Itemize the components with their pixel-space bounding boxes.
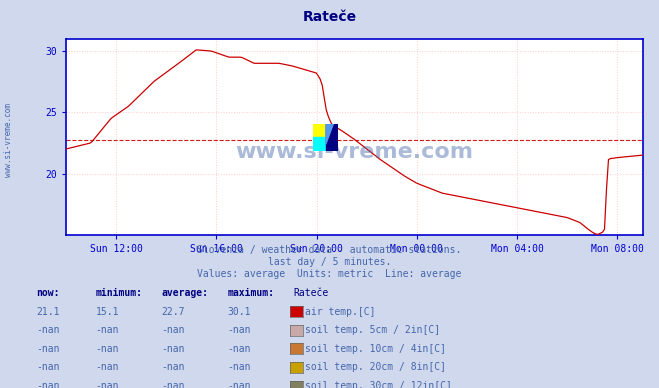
Text: -nan: -nan [36, 362, 60, 372]
Text: -nan: -nan [161, 381, 185, 388]
Text: now:: now: [36, 288, 60, 298]
Text: -nan: -nan [96, 362, 119, 372]
Text: -nan: -nan [96, 325, 119, 335]
Text: -nan: -nan [227, 381, 251, 388]
Text: -nan: -nan [36, 381, 60, 388]
Text: average:: average: [161, 288, 208, 298]
Text: 22.7: 22.7 [161, 307, 185, 317]
Text: soil temp. 5cm / 2in[C]: soil temp. 5cm / 2in[C] [305, 325, 440, 335]
Text: Values: average  Units: metric  Line: average: Values: average Units: metric Line: aver… [197, 268, 462, 279]
Text: last day / 5 minutes.: last day / 5 minutes. [268, 257, 391, 267]
Text: -nan: -nan [227, 325, 251, 335]
Text: www.si-vreme.com: www.si-vreme.com [4, 103, 13, 177]
Text: 15.1: 15.1 [96, 307, 119, 317]
Text: Rateče: Rateče [293, 288, 328, 298]
Text: Slovenia / weather data - automatic stations.: Slovenia / weather data - automatic stat… [197, 245, 462, 255]
Text: -nan: -nan [161, 344, 185, 354]
Text: air temp.[C]: air temp.[C] [305, 307, 376, 317]
Text: 21.1: 21.1 [36, 307, 60, 317]
Text: -nan: -nan [161, 362, 185, 372]
Text: -nan: -nan [36, 325, 60, 335]
Text: soil temp. 20cm / 8in[C]: soil temp. 20cm / 8in[C] [305, 362, 446, 372]
Text: -nan: -nan [96, 381, 119, 388]
Text: minimum:: minimum: [96, 288, 142, 298]
Bar [313, 137, 326, 151]
Text: soil temp. 10cm / 4in[C]: soil temp. 10cm / 4in[C] [305, 344, 446, 354]
Text: -nan: -nan [36, 344, 60, 354]
Text: -nan: -nan [227, 344, 251, 354]
Polygon shape [326, 124, 333, 144]
Text: Rateče: Rateče [302, 10, 357, 24]
Text: 30.1: 30.1 [227, 307, 251, 317]
Text: maximum:: maximum: [227, 288, 274, 298]
Text: -nan: -nan [227, 362, 251, 372]
Bar [326, 124, 338, 151]
Text: -nan: -nan [161, 325, 185, 335]
Text: -nan: -nan [96, 344, 119, 354]
Bar [313, 124, 326, 137]
Text: www.si-vreme.com: www.si-vreme.com [235, 142, 473, 163]
Text: soil temp. 30cm / 12in[C]: soil temp. 30cm / 12in[C] [305, 381, 452, 388]
